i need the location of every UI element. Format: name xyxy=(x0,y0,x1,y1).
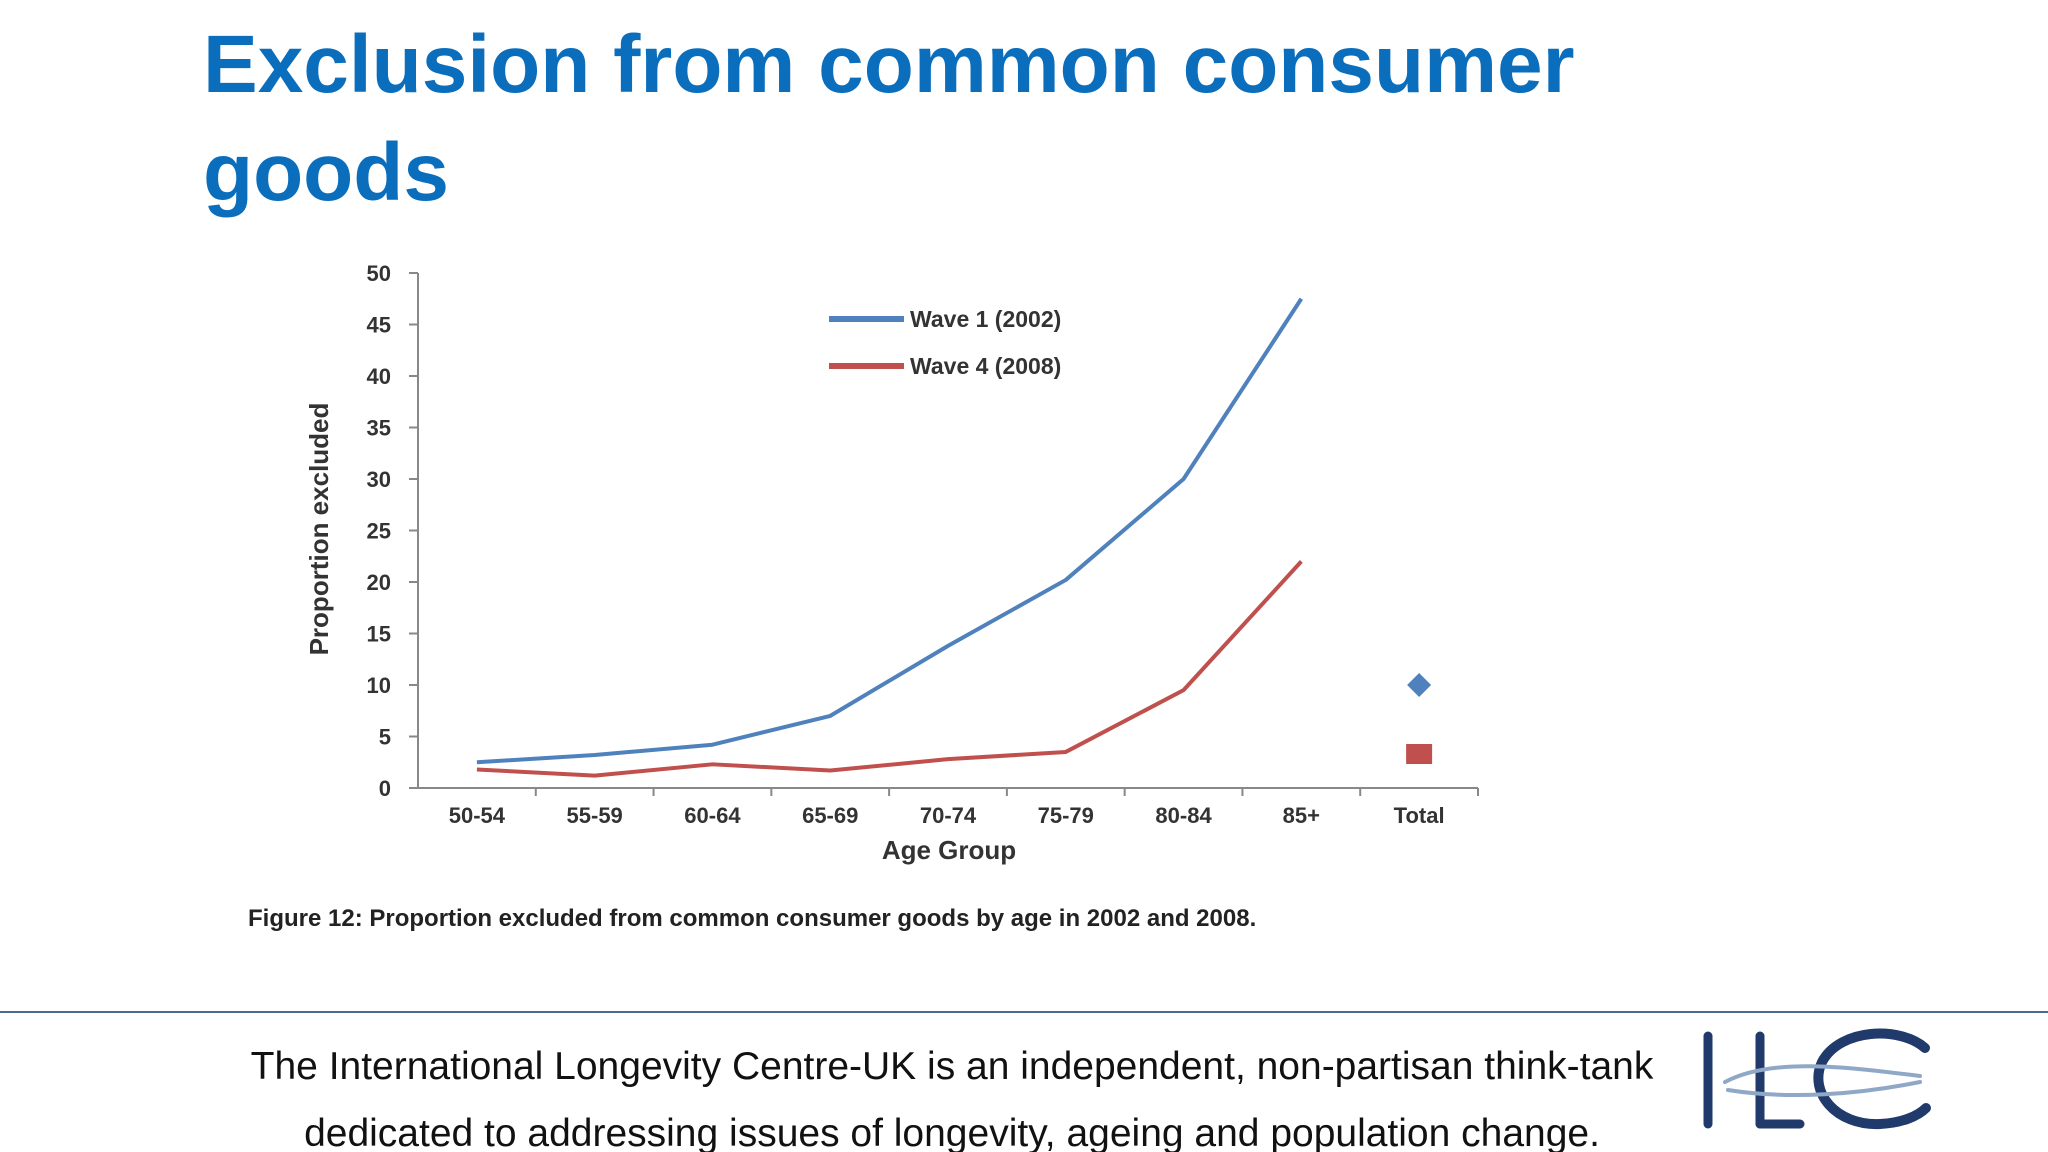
y-tick-label: 10 xyxy=(367,673,391,698)
footer-text: The International Longevity Centre-UK is… xyxy=(251,1045,1654,1088)
figure-caption: Figure 12: Proportion excluded from comm… xyxy=(248,905,1256,932)
y-tick-label: 20 xyxy=(367,570,391,595)
y-tick-label: 30 xyxy=(367,467,391,492)
y-tick-label: 15 xyxy=(367,622,391,647)
x-tick-label: Total xyxy=(1394,803,1445,828)
x-tick-label: 55-59 xyxy=(567,803,623,828)
x-tick-label: 75-79 xyxy=(1038,803,1094,828)
y-axis-label: Proportion excluded xyxy=(304,403,334,656)
x-tick-label: 80-84 xyxy=(1155,803,1212,828)
logo xyxy=(1703,1028,1931,1130)
y-tick-label: 35 xyxy=(367,416,391,441)
y-tick-label: 40 xyxy=(367,364,391,389)
point-marker xyxy=(1407,673,1432,697)
slide-title: goods xyxy=(203,127,449,218)
legend-label: Wave 1 (2002) xyxy=(910,306,1061,332)
x-tick-label: 50-54 xyxy=(449,803,506,828)
x-tick-label: 65-69 xyxy=(802,803,858,828)
y-tick-label: 0 xyxy=(379,776,391,801)
y-tick-label: 45 xyxy=(367,313,391,338)
slide-title: Exclusion from common consumer xyxy=(203,19,1575,110)
footer-text: dedicated to addressing issues of longev… xyxy=(304,1112,1600,1152)
x-axis-label: Age Group xyxy=(882,835,1016,865)
y-tick-label: 25 xyxy=(367,519,391,544)
x-tick-label: 70-74 xyxy=(920,803,977,828)
y-tick-label: 5 xyxy=(379,725,391,750)
x-tick-label: 85+ xyxy=(1283,803,1320,828)
series-line xyxy=(476,297,1304,765)
legend-label: Wave 4 (2008) xyxy=(910,353,1061,379)
chart: 0 5 10 15 20 25 30 35 40 45 50 50-54 55-59 60-64 65-69… xyxy=(367,261,1479,828)
series-line xyxy=(476,560,1303,778)
x-tick-label: 60-64 xyxy=(684,803,741,828)
point-marker xyxy=(1406,744,1433,765)
y-tick-label: 50 xyxy=(367,261,391,286)
